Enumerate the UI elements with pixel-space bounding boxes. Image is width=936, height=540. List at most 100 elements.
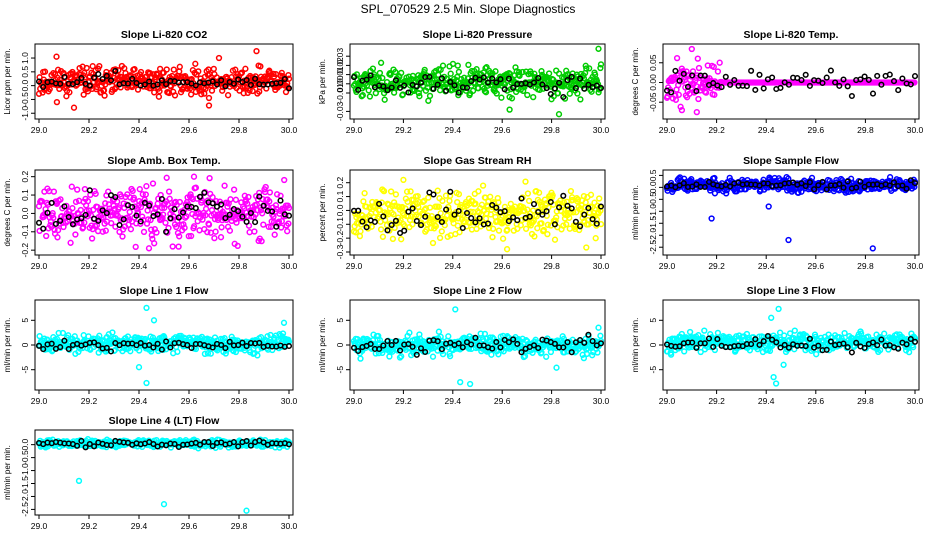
reference-point xyxy=(35,219,43,226)
reference-point xyxy=(260,439,267,446)
reference-point xyxy=(785,81,792,88)
data-point xyxy=(445,207,453,214)
reference-point xyxy=(443,87,450,94)
data-point xyxy=(499,235,507,242)
data-point xyxy=(414,192,421,200)
reference-point xyxy=(243,77,250,84)
data-point xyxy=(376,69,384,77)
x-tick-label: 30.0 xyxy=(593,125,610,135)
x-tick-label: 29.0 xyxy=(659,261,676,271)
outlier-point xyxy=(466,380,474,388)
reference-point xyxy=(35,78,43,85)
data-point xyxy=(232,196,240,203)
data-point xyxy=(245,193,252,201)
data-point xyxy=(155,93,163,100)
reference-point xyxy=(355,207,362,214)
data-point xyxy=(776,329,784,336)
reference-point xyxy=(895,345,902,352)
data-point xyxy=(876,346,884,354)
x-tick-label: 30.0 xyxy=(593,396,610,406)
x-tick-label: 29.4 xyxy=(445,261,462,271)
reference-point xyxy=(493,338,500,346)
y-tick-label: -1.5 xyxy=(648,216,658,231)
data-point xyxy=(429,239,437,247)
x-tick-label: 29.8 xyxy=(543,125,560,135)
reference-point xyxy=(82,211,89,218)
data-point xyxy=(183,213,190,220)
reference-point xyxy=(836,180,843,188)
reference-point xyxy=(218,341,225,349)
data-point xyxy=(359,92,366,99)
data-point xyxy=(130,194,138,201)
data-point xyxy=(285,71,292,79)
data-point xyxy=(126,208,133,216)
reference-point xyxy=(827,67,834,74)
reference-point xyxy=(714,336,721,343)
reference-point xyxy=(35,342,43,349)
data-point xyxy=(455,68,463,76)
outlier-point xyxy=(503,246,511,253)
data-point xyxy=(84,198,92,205)
reference-point xyxy=(392,337,399,344)
data-point xyxy=(525,197,533,205)
reference-point xyxy=(535,208,542,216)
reference-point xyxy=(886,182,893,189)
reference-point xyxy=(701,340,708,347)
data-point xyxy=(210,65,217,73)
data-point xyxy=(140,228,148,236)
data-point xyxy=(554,90,562,97)
reference-point xyxy=(392,217,399,224)
data-point xyxy=(905,348,913,356)
reference-point xyxy=(65,213,72,221)
reference-point xyxy=(689,339,696,346)
data-point xyxy=(372,89,379,97)
x-tick-label: 29.4 xyxy=(131,125,148,135)
data-point xyxy=(159,211,167,218)
reference-point xyxy=(163,338,170,345)
reference-point xyxy=(273,223,280,230)
data-point xyxy=(387,188,395,195)
reference-point xyxy=(438,346,445,353)
reference-point xyxy=(505,339,512,346)
reference-point xyxy=(95,71,102,78)
reference-point xyxy=(129,203,136,211)
reference-point xyxy=(514,340,521,347)
data-point xyxy=(538,220,545,227)
reference-point xyxy=(806,335,813,342)
outlier-point xyxy=(595,324,602,331)
data-point xyxy=(479,182,487,189)
reference-point xyxy=(568,205,575,212)
data-point xyxy=(522,178,529,185)
y-tick-label: 0 xyxy=(648,342,658,347)
reference-point xyxy=(510,84,517,91)
data-point xyxy=(406,329,413,336)
data-point xyxy=(236,87,243,94)
data-point xyxy=(495,227,503,234)
x-tick-label: 29.2 xyxy=(81,125,98,135)
reference-point xyxy=(785,344,792,351)
reference-point xyxy=(285,342,293,350)
outlier-point xyxy=(772,380,780,387)
data-point xyxy=(454,198,461,206)
reference-point xyxy=(530,342,538,349)
reference-point xyxy=(505,218,512,225)
reference-point xyxy=(44,209,51,216)
y-tick-label: 0.02 xyxy=(335,57,345,74)
reference-point xyxy=(581,85,588,92)
reference-point xyxy=(777,344,784,351)
data-point xyxy=(187,91,195,98)
reference-point xyxy=(239,213,246,220)
reference-point xyxy=(489,345,496,352)
reference-point xyxy=(171,206,178,213)
y-tick-label: 0.0 xyxy=(335,204,345,216)
reference-point xyxy=(82,444,89,451)
data-point xyxy=(67,239,74,246)
reference-point xyxy=(91,74,98,81)
data-point xyxy=(365,87,372,94)
data-point xyxy=(278,224,285,231)
y-tick-label: 0.1 xyxy=(335,190,345,202)
data-point xyxy=(421,66,428,74)
outlier-point xyxy=(150,317,158,324)
data-point xyxy=(531,233,538,240)
panel-title: Slope Line 3 Flow xyxy=(747,285,837,297)
